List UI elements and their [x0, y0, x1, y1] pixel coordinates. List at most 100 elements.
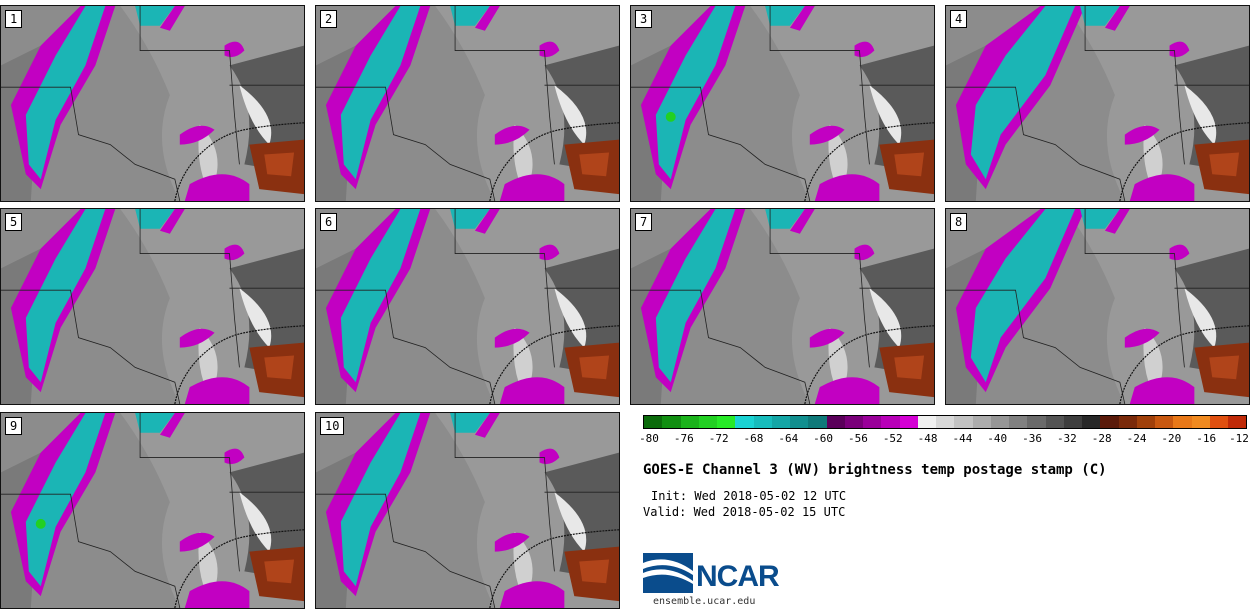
magenta-patch-gulf	[179, 125, 215, 145]
warm-core	[579, 355, 610, 380]
colorbar-swatch	[1082, 416, 1101, 428]
ncar-logo	[643, 553, 693, 593]
magenta-patch-north	[159, 413, 185, 438]
magenta-patch-south	[499, 174, 565, 201]
bright-streak	[1184, 288, 1217, 348]
colorbar-swatch	[1209, 416, 1228, 428]
warm-core	[264, 355, 295, 380]
magenta-patch-gulf	[1124, 328, 1160, 348]
magenta-patch-south	[499, 581, 565, 608]
cyan-patch-north	[135, 209, 175, 229]
magenta-patch-south	[184, 581, 250, 608]
magenta-patch-north	[789, 6, 815, 31]
colorbar-swatch	[990, 416, 1009, 428]
colorbar-swatch	[698, 416, 717, 428]
valid-time: Valid: Wed 2018-05-02 15 UTC	[643, 505, 846, 519]
state-border	[316, 86, 496, 201]
magenta-patch-gulf	[1124, 125, 1160, 145]
panel-member-label: 6	[320, 213, 338, 231]
cyan-band	[655, 209, 736, 383]
colorbar-tick-label: -20	[1161, 432, 1182, 445]
cyan-band	[970, 209, 1076, 383]
colorbar-swatch	[1009, 416, 1028, 428]
colorbar-swatch	[662, 416, 681, 428]
colorbar-swatch	[917, 416, 936, 428]
magenta-patch-south	[184, 377, 250, 404]
warm-core	[894, 152, 925, 177]
state-border	[316, 289, 496, 404]
panel-member-label: 7	[635, 213, 653, 231]
colorbar-swatch	[936, 416, 955, 428]
colorbar-swatch	[1118, 416, 1137, 428]
colorbar-swatch	[1155, 416, 1174, 428]
bright-streak	[554, 288, 587, 348]
postage-stamp-panel: 7	[630, 208, 935, 405]
cyan-patch-north	[135, 6, 175, 26]
cyan-band	[25, 209, 106, 383]
magenta-patch-north	[1104, 209, 1130, 234]
bright-streak	[554, 85, 587, 145]
warm-core	[894, 355, 925, 380]
colorbar-swatch	[881, 416, 900, 428]
bright-streak	[869, 288, 902, 348]
postage-stamp-panel: 4	[945, 5, 1250, 202]
colorbar-swatch	[735, 416, 754, 428]
state-border	[631, 289, 811, 404]
cyan-band	[970, 6, 1076, 180]
magenta-patch-gulf	[494, 532, 530, 552]
colorbar-tick-label: -72	[708, 432, 729, 445]
colorbar	[643, 415, 1247, 429]
magenta-patch-south	[499, 377, 565, 404]
figure-title: GOES-E Channel 3 (WV) brightness temp po…	[643, 462, 1107, 478]
panel-member-label: 1	[5, 10, 23, 28]
state-border	[1, 289, 181, 404]
bright-streak	[1184, 85, 1217, 145]
magenta-patch-gulf	[809, 125, 845, 145]
colorbar-swatch	[1228, 416, 1247, 428]
magenta-patch-south	[184, 174, 250, 201]
magenta-patch-north	[474, 209, 500, 234]
bright-streak	[239, 85, 272, 145]
state-border	[631, 86, 811, 201]
postage-stamp-panel: 3	[630, 5, 935, 202]
warm-core	[264, 152, 295, 177]
colorbar-swatch	[1173, 416, 1192, 428]
magenta-patch-south	[814, 174, 880, 201]
postage-stamp-panel: 2	[315, 5, 620, 202]
colorbar-ticks: -80 -76 -72 -68 -64 -60 -56 -52 -48 -44 -40 -36 -32 -…	[639, 432, 1249, 446]
postage-stamp-panel: 10	[315, 412, 620, 609]
warm-core	[1209, 355, 1240, 380]
colorbar-swatch	[863, 416, 882, 428]
colorbar-swatch	[1136, 416, 1155, 428]
magenta-patch-south	[814, 377, 880, 404]
magenta-patch-north	[159, 6, 185, 31]
colorbar-tick-label: -36	[1022, 432, 1042, 445]
colorbar-swatch	[644, 416, 663, 428]
colorbar-tick-label: -48	[917, 432, 938, 445]
magenta-patch-south	[1129, 377, 1195, 404]
magenta-patch-gulf	[809, 328, 845, 348]
magenta-patch-south	[1129, 174, 1195, 201]
cyan-patch-north	[1080, 209, 1120, 229]
postage-stamp-panel: 6	[315, 208, 620, 405]
cyan-band	[655, 6, 736, 180]
panel-member-label: 3	[635, 10, 653, 28]
warm-core	[264, 559, 295, 584]
ncar-logo-text: NCAR	[696, 560, 780, 593]
state-border	[316, 493, 496, 608]
bright-streak	[869, 85, 902, 145]
magenta-patch-north	[474, 6, 500, 31]
panel-member-label: 2	[320, 10, 338, 28]
panel-member-label: 10	[320, 417, 345, 435]
colorbar-tick-label: -52	[882, 432, 903, 445]
colorbar-swatch	[790, 416, 809, 428]
colorbar-tick-label: -32	[1056, 432, 1077, 445]
postage-stamp-panel: 1	[0, 5, 305, 202]
magenta-patch-gulf	[179, 328, 215, 348]
colorbar-swatch	[844, 416, 863, 428]
colorbar-tick-label: -44	[952, 432, 973, 445]
colorbar-swatch	[1027, 416, 1046, 428]
state-border	[1, 86, 181, 201]
colorbar-tick-label: -56	[848, 432, 868, 445]
cyan-band	[340, 6, 421, 180]
